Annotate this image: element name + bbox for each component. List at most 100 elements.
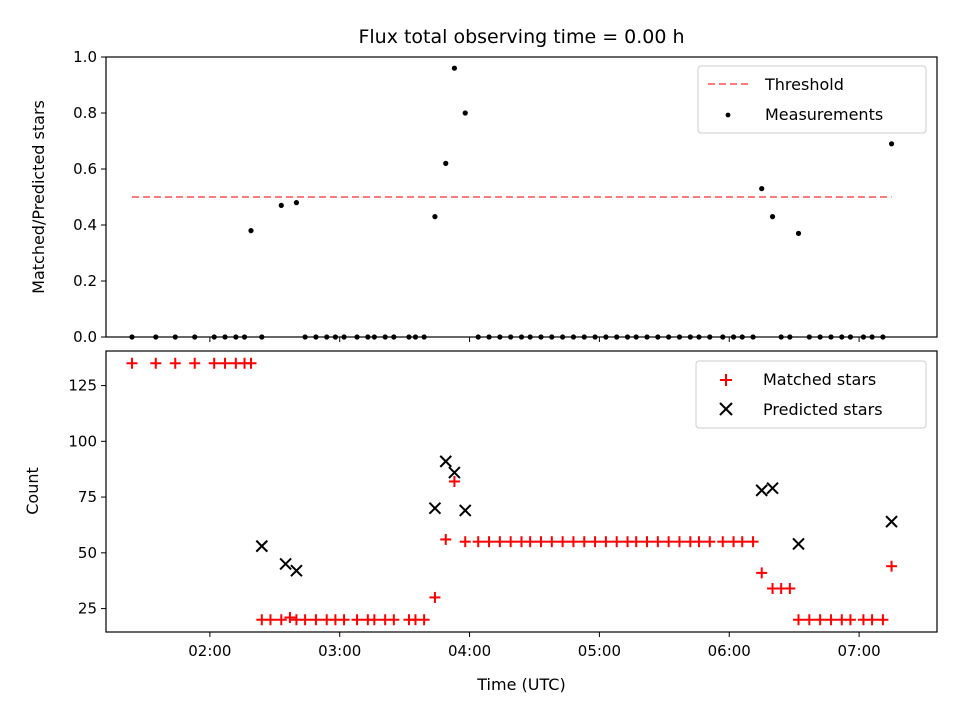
- matched-star-marker: [589, 536, 601, 548]
- bottom-legend-box: [695, 360, 927, 429]
- top-panel-frame: [105, 56, 938, 338]
- predicted-star-marker: [885, 515, 898, 528]
- predicted-star-marker: [279, 557, 292, 571]
- predicted-star-marker: [255, 539, 269, 553]
- matched-star-marker: [784, 583, 796, 595]
- measurement-point: [293, 200, 300, 206]
- predicted-star-marker: [459, 504, 472, 517]
- matched-star-marker: [578, 536, 590, 548]
- top-y-tick-label: 0.0: [73, 328, 97, 346]
- matched-star-marker: [310, 614, 322, 626]
- legend-threshold-label: Threshold: [764, 75, 844, 94]
- bottom-y-tick-label: 50: [78, 544, 97, 562]
- top-legend-box: [697, 65, 927, 134]
- matched-star-marker: [472, 536, 484, 548]
- matched-star-marker: [448, 475, 460, 487]
- matched-star-marker: [663, 536, 675, 548]
- matched-star-marker: [600, 536, 612, 548]
- measurement-point: [443, 160, 449, 166]
- matched-star-marker: [877, 614, 889, 626]
- top-legend: Threshold Measurements: [697, 65, 927, 134]
- matched-star-marker: [866, 614, 878, 626]
- x-tick-label: 07:00: [837, 642, 880, 660]
- x-axis-label: Time (UTC): [476, 675, 565, 694]
- bottom-legend: Matched stars Predicted stars: [695, 360, 927, 429]
- legend-predicted-swatch: [719, 402, 733, 416]
- top-y-tick-label: 0.2: [73, 272, 97, 290]
- top-y-axis-label: Matched/Predicted stars: [29, 100, 48, 294]
- matched-star-marker: [169, 357, 181, 369]
- legend-measurements-label: Measurements: [765, 105, 883, 124]
- matched-star-marker: [611, 536, 623, 548]
- matched-star-marker: [189, 357, 201, 369]
- matched-star-marker: [693, 536, 705, 548]
- measurement-point: [795, 230, 802, 236]
- matched-star-marker: [219, 357, 231, 369]
- matched-star-marker: [264, 614, 276, 626]
- matched-star-marker: [368, 614, 380, 626]
- measurement-point: [769, 214, 776, 220]
- legend-measurements-swatch: [725, 112, 731, 118]
- matched-star-marker: [717, 536, 729, 548]
- matched-star-marker: [440, 533, 452, 545]
- matched-star-marker: [844, 614, 856, 626]
- top-y-tick-label: 0.6: [73, 160, 97, 178]
- legend-matched-swatch: [720, 374, 732, 386]
- matched-star-marker: [459, 536, 471, 548]
- measurement-point: [278, 202, 284, 208]
- matched-star-marker: [756, 567, 768, 579]
- top-y-tick-label: 0.8: [73, 104, 97, 122]
- matched-star-marker: [567, 536, 579, 548]
- matched-star-marker: [126, 357, 138, 369]
- top-panel: 0.0 0.2 0.4 0.6 0.8 1.0 Matched/Predicted sta…: [29, 48, 938, 346]
- matched-star-marker: [351, 614, 363, 626]
- predicted-star-marker: [439, 455, 452, 468]
- legend-predicted-label: Predicted stars: [763, 400, 883, 419]
- measurement-point: [462, 110, 468, 116]
- measurement-point: [248, 228, 254, 234]
- predicted-star-marker: [428, 502, 442, 515]
- x-tick-label: 06:00: [708, 642, 751, 660]
- bottom-y-tick-label: 75: [78, 488, 97, 506]
- matched-star-marker: [505, 536, 517, 548]
- predicted-star-marker: [766, 481, 779, 495]
- chart-title: Flux total observing time = 0.00 h: [358, 26, 684, 48]
- bottom-y-tick-label: 100: [68, 432, 97, 450]
- top-y-tick-label: 0.4: [73, 216, 97, 234]
- matched-star-marker: [150, 357, 162, 369]
- matched-star-marker: [494, 536, 506, 548]
- matched-star-marker: [886, 560, 898, 572]
- matched-star-marker: [546, 536, 558, 548]
- bottom-panel: 02:00 03:00 04:00 05:00 06:00 07:00 25 50 75 100 1…: [23, 350, 938, 694]
- matched-star-marker: [673, 536, 685, 548]
- matched-star-marker: [814, 614, 826, 626]
- matched-star-marker: [825, 614, 837, 626]
- matched-star-marker: [483, 536, 495, 548]
- measurement-point: [759, 186, 765, 192]
- matched-star-marker: [747, 536, 759, 548]
- matched-star-marker: [284, 612, 296, 624]
- predicted-star-marker: [290, 564, 303, 577]
- x-tick-label: 04:00: [448, 642, 491, 660]
- matched-star-marker: [299, 614, 311, 626]
- measurement-point: [888, 141, 895, 147]
- bottom-y-axis-label: Count: [23, 467, 42, 515]
- x-tick-label: 05:00: [578, 642, 621, 660]
- matched-star-marker: [652, 536, 664, 548]
- predicted-star-marker: [448, 466, 461, 479]
- matched-star-marker: [245, 357, 257, 369]
- matched-star-marker: [793, 614, 804, 626]
- matched-star-marker: [418, 614, 430, 626]
- measurement-point: [432, 214, 438, 220]
- matched-star-marker: [388, 614, 400, 626]
- matched-star-marker: [429, 591, 441, 603]
- matched-star-marker: [557, 536, 569, 548]
- matched-star-marker: [736, 536, 748, 548]
- legend-matched-label: Matched stars: [763, 370, 876, 389]
- matched-star-marker: [704, 536, 716, 548]
- matched-star-marker: [803, 614, 815, 626]
- predicted-star-marker: [792, 537, 805, 551]
- bottom-panel-frame: [105, 350, 938, 633]
- matched-star-marker: [524, 536, 536, 548]
